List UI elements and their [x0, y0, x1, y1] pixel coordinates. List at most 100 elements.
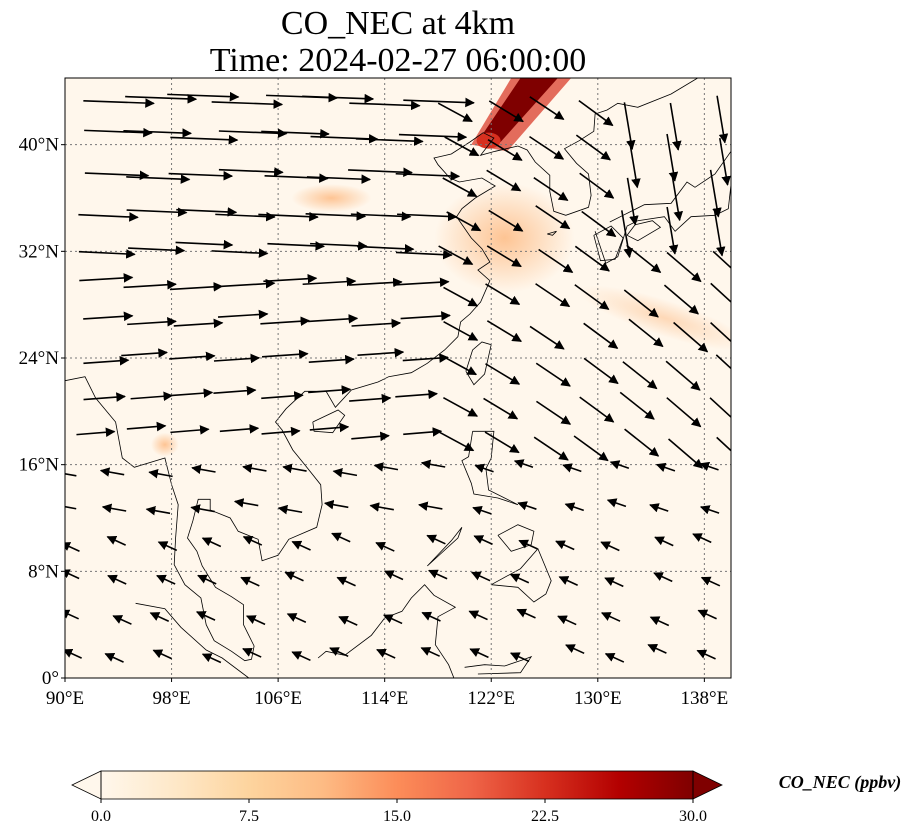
wind-arrow	[579, 396, 615, 423]
wind-arrow	[195, 611, 216, 621]
wind-arrow	[488, 100, 524, 123]
wind-arrow	[581, 210, 617, 238]
wind-arrow	[437, 102, 473, 123]
map-background	[65, 78, 731, 678]
lat-tick-label: 8°N	[28, 561, 59, 582]
wind-arrow	[623, 102, 636, 151]
wind-arrow	[535, 205, 571, 230]
wind-arrow	[488, 209, 524, 232]
wind-arrow	[127, 317, 177, 327]
wind-arrow	[606, 498, 627, 508]
wind-arrow	[468, 610, 488, 621]
wind-arrow	[486, 320, 522, 343]
wind-arrow	[65, 505, 77, 510]
wind-arrow	[167, 91, 240, 102]
wind-arrow	[472, 505, 492, 516]
wind-arrow	[628, 318, 664, 348]
wind-arrow	[123, 128, 192, 138]
wind-arrow	[355, 136, 424, 146]
wind-arrow	[357, 243, 415, 254]
wind-arrow	[176, 207, 238, 217]
wind-arrow	[258, 211, 319, 222]
wind-arrow	[485, 363, 521, 385]
wind-arrow	[403, 427, 443, 437]
lat-tick-label: 24°N	[19, 348, 60, 369]
wind-arrow	[395, 171, 461, 181]
wind-arrow	[562, 463, 582, 473]
wind-arrow	[649, 503, 669, 513]
wind-arrow	[375, 541, 395, 552]
wind-arrow	[191, 464, 216, 475]
wind-arrow	[336, 576, 356, 587]
wind-arrow	[529, 325, 565, 350]
wind-arrow	[130, 391, 174, 402]
wind-arrow	[621, 210, 633, 259]
wind-arrow	[169, 351, 216, 362]
wind-arrow	[201, 653, 222, 664]
wind-arrow	[383, 614, 403, 625]
wind-arrow	[101, 503, 127, 514]
wind-arrow	[157, 541, 178, 552]
wind-arrow	[261, 128, 330, 139]
lon-tick-label: 98°E	[152, 688, 190, 709]
lon-tick-label: 138°E	[681, 688, 729, 709]
wind-arrow	[665, 360, 701, 391]
wind-arrow	[443, 397, 479, 417]
wind-arrow	[574, 245, 610, 272]
wind-arrow	[286, 613, 307, 623]
wind-arrow	[529, 135, 565, 160]
wind-arrow	[305, 211, 367, 221]
wind-arrow	[149, 612, 170, 622]
wind-arrow	[604, 577, 624, 588]
wind-arrow	[655, 462, 676, 472]
wind-arrow	[170, 134, 239, 145]
wind-arrow	[349, 100, 421, 111]
wind-arrow	[558, 576, 578, 586]
latitude-tick-labels: 0° 8°N 16°N 24°N 32°N 40°N	[19, 135, 65, 689]
wind-arrow	[666, 397, 702, 428]
wind-arrow	[306, 174, 372, 184]
coast-palawan	[427, 527, 463, 567]
wind-arrow	[485, 283, 521, 306]
wind-arrow	[418, 501, 443, 511]
colorbar-tick-label: 0.0	[91, 808, 111, 825]
wind-arrow	[348, 167, 413, 177]
wind-arrow	[215, 211, 276, 222]
wind-arrow	[126, 207, 188, 218]
wind-arrow	[169, 282, 224, 292]
wind-arrow	[121, 348, 168, 358]
wind-arrow	[245, 615, 266, 626]
wind-arrow	[619, 391, 655, 420]
wind-arrow	[338, 616, 358, 626]
wind-arrow	[148, 468, 173, 479]
wind-arrow	[152, 649, 172, 660]
colorbar-extend-min	[71, 770, 102, 800]
coast-visayas	[497, 524, 535, 552]
wind-arrow	[397, 211, 458, 222]
wind-arrow	[699, 505, 720, 515]
wind-arrow	[438, 245, 474, 266]
wind-arrow	[242, 647, 262, 658]
wind-arrow	[104, 653, 124, 663]
wind-arrow	[79, 273, 134, 283]
wind-arrow	[395, 277, 450, 288]
lat-tick-label: 32°N	[19, 241, 60, 262]
wind-arrow	[420, 459, 446, 470]
wind-arrow	[669, 102, 682, 151]
wind-arrow	[486, 169, 522, 192]
wind-arrow	[446, 211, 482, 232]
wind-arrow	[484, 431, 520, 454]
coast-shikoku	[626, 220, 662, 242]
colorbar-tick-label: 30.0	[679, 808, 707, 825]
wind-arrow	[242, 535, 263, 546]
wind-arrow	[565, 644, 585, 655]
wind-arrow	[107, 574, 127, 585]
wind-arrow	[369, 502, 394, 512]
lon-tick-label: 122°E	[467, 688, 515, 709]
wind-arrow	[284, 571, 304, 582]
wind-arrow	[145, 505, 171, 516]
wind-arrow	[700, 576, 721, 587]
wind-arrow	[533, 436, 569, 461]
wind-arrow	[535, 400, 572, 425]
wind-arrow	[533, 177, 569, 202]
